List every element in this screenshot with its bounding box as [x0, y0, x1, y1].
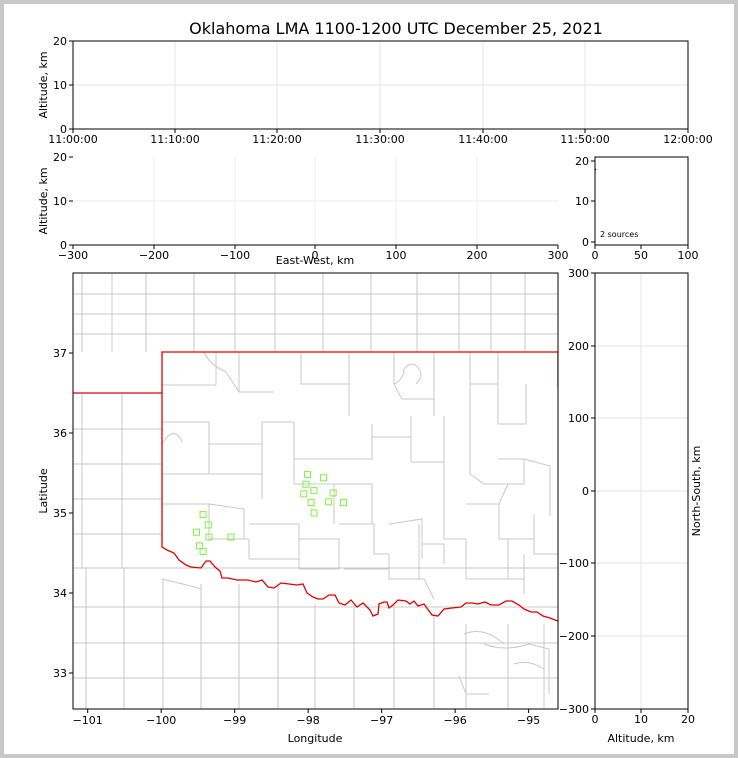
lma-station-marker	[195, 542, 203, 550]
time-tick-label: 11:00:00	[48, 133, 97, 146]
time-tick-label: 11:30:00	[355, 133, 404, 146]
ew-tick-label: −300	[58, 249, 88, 262]
plan-view-ticks: −101 −100 −99 −98 −97 −96 −95 33 34 35 36 37	[53, 347, 540, 727]
ew-tick-label: 100	[386, 249, 407, 262]
ns-tick-label: −100	[559, 557, 589, 570]
ns-altitude-xlabel: Altitude, km	[607, 732, 674, 745]
lma-station-marker	[302, 480, 310, 488]
latitude-tick-label: 34	[53, 587, 67, 600]
ew-tick-label: 300	[548, 249, 569, 262]
latitude-tick-label: 33	[53, 667, 67, 680]
lma-station-marker	[325, 498, 333, 506]
lma-station-marker	[199, 547, 207, 555]
lma-station-marker	[329, 489, 337, 497]
altitude-tick-label: 10	[53, 79, 67, 92]
lma-chart: Oklahoma LMA 1100-1200 UTC December 25, …	[37, 19, 713, 745]
time-tick-label: 11:40:00	[458, 133, 507, 146]
ns-x-tick-label: 0	[592, 713, 599, 726]
lma-station-marker	[300, 490, 308, 498]
ns-tick-label: 100	[568, 412, 589, 425]
altitude-tick-label: 0	[60, 239, 67, 252]
ns-tick-label: 0	[582, 485, 589, 498]
longitude-tick-label: −95	[517, 714, 540, 727]
latitude-tick-label: 37	[53, 347, 67, 360]
lma-station-marker	[227, 533, 235, 541]
figure-canvas: Oklahoma LMA 1100-1200 UTC December 25, …	[4, 4, 734, 754]
histogram-panel: 0 50 100 0 10 20 2 sources	[575, 155, 699, 262]
chart-title: Oklahoma LMA 1100-1200 UTC December 25, …	[189, 19, 603, 38]
lma-station-marker	[310, 487, 318, 495]
time-tick-label: 11:50:00	[560, 133, 609, 146]
ns-x-tick-label: 10	[634, 713, 648, 726]
ew-tick-label: −200	[139, 249, 169, 262]
map-layer	[73, 273, 558, 709]
longitude-tick-label: −98	[297, 714, 320, 727]
ns-altitude-panel: 0 10 20 300 200 100 0 −100 −200 −300 Alt…	[559, 267, 703, 745]
lma-station-marker	[320, 474, 328, 482]
histogram-trace	[594, 168, 597, 171]
lma-station-marker	[307, 499, 315, 507]
time-tick-label: 11:20:00	[252, 133, 301, 146]
ew-xlabel: East-West, km	[276, 254, 354, 267]
ns-tick-label: 300	[568, 267, 589, 280]
ew-altitude-ylabel: Altitude, km	[37, 167, 50, 234]
histogram-tick-label: 0	[592, 249, 599, 262]
latitude-tick-label: 36	[53, 427, 67, 440]
plan-view-xlabel: Longitude	[288, 732, 343, 745]
ns-altitude-ylabel: North-South, km	[690, 446, 703, 537]
longitude-tick-label: −101	[73, 714, 103, 727]
county-boundaries	[73, 273, 558, 709]
altitude-tick-label: 10	[53, 195, 67, 208]
longitude-tick-label: −96	[444, 714, 467, 727]
time-tick-label: 12:00:00	[663, 133, 712, 146]
ew-altitude-panel: −300 −200 −100 0 100 200 300 0 10 20 Eas…	[37, 151, 569, 267]
altitude-tick-label: 0	[60, 123, 67, 136]
histogram-y-tick-label: 20	[575, 155, 589, 168]
ns-tick-label: −200	[559, 630, 589, 643]
lma-station-marker	[192, 528, 200, 536]
latitude-tick-label: 35	[53, 507, 67, 520]
longitude-tick-label: −97	[370, 714, 393, 727]
lma-station-marker	[204, 521, 212, 529]
lma-station-marker	[205, 533, 213, 541]
ew-tick-label: 0	[312, 249, 319, 262]
ns-tick-label: 200	[568, 340, 589, 353]
histogram-y-tick-label: 0	[582, 236, 589, 249]
ew-tick-label: 200	[467, 249, 488, 262]
time-altitude-panel: 11:00:00 11:10:00 11:20:00 11:30:00 11:4…	[37, 35, 713, 146]
lma-station-marker	[303, 471, 311, 479]
longitude-tick-label: −99	[223, 714, 246, 727]
altitude-tick-label: 20	[53, 35, 67, 48]
lma-stations	[192, 471, 347, 555]
lma-station-marker	[310, 509, 318, 517]
ns-tick-label: −300	[559, 703, 589, 716]
lma-station-marker	[339, 499, 347, 507]
source-count-annotation: 2 sources	[600, 230, 638, 239]
plan-view-panel: −101 −100 −99 −98 −97 −96 −95 33 34 35 36 37 Longit…	[37, 272, 559, 745]
lma-station-marker	[199, 511, 207, 519]
histogram-y-tick-label: 10	[575, 195, 589, 208]
plan-view-frame	[72, 272, 559, 710]
altitude-tick-label: 20	[53, 151, 67, 164]
histogram-tick-label: 100	[678, 249, 699, 262]
plan-view-ylabel: Latitude	[37, 468, 50, 514]
time-altitude-ylabel: Altitude, km	[37, 51, 50, 118]
ew-tick-label: −100	[220, 249, 250, 262]
longitude-tick-label: −100	[146, 714, 176, 727]
histogram-tick-label: 50	[634, 249, 648, 262]
state-border	[73, 351, 558, 622]
time-tick-label: 11:10:00	[150, 133, 199, 146]
ns-x-tick-label: 20	[681, 713, 695, 726]
